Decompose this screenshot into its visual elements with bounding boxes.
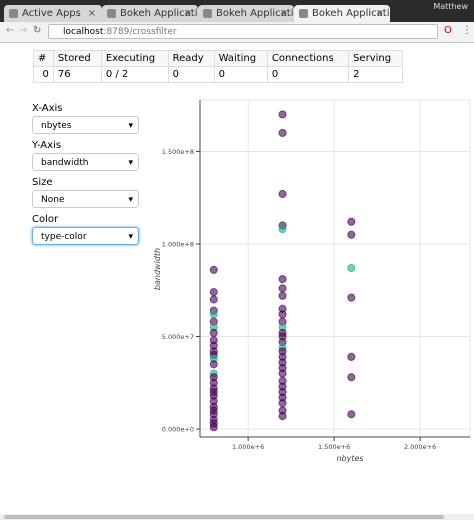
point — [278, 369, 287, 378]
point — [278, 411, 287, 421]
x-axis-label: nbytes — [336, 454, 363, 463]
point — [209, 423, 218, 432]
control-label: Color — [32, 214, 59, 225]
point — [278, 110, 287, 119]
x-tick-label: 2.000e+6 — [404, 443, 436, 451]
point — [347, 293, 356, 302]
address-bar[interactable]: localhost:8789/crossfilter — [48, 24, 438, 39]
table-cell: 0 — [213, 66, 268, 83]
header-cell: Stored — [52, 50, 102, 67]
select[interactable]: None — [32, 190, 139, 209]
table-cell: 2 — [348, 66, 403, 83]
point — [278, 275, 287, 284]
point — [209, 360, 218, 369]
header-cell: Connections — [266, 50, 350, 67]
header-cell: Ready — [167, 50, 215, 67]
header-cell: Serving — [348, 50, 403, 67]
tab-strip: Active Apps × Bokeh Applicati × Bokeh Appl… — [0, 0, 474, 22]
y-tick-label: 1.500e+8 — [162, 148, 194, 156]
header-cell: Waiting — [213, 50, 268, 67]
point — [347, 263, 356, 273]
y-tick-label: 5.000e+7 — [162, 333, 194, 341]
tab[interactable]: Active Apps × — [4, 5, 102, 22]
y-axis-label: bandwidth — [153, 248, 162, 290]
table-cell: 76 — [52, 66, 102, 83]
x-tick-label: 1.500e+6 — [318, 443, 350, 451]
point — [278, 128, 287, 138]
point — [209, 328, 218, 337]
select[interactable]: nbytes — [32, 116, 139, 135]
tab-title: Bokeh Applicati — [120, 8, 198, 19]
point — [209, 295, 218, 304]
table-cell: 0 — [33, 66, 54, 83]
point — [278, 284, 287, 293]
scatter-chart: nbytes bandwidth 0.000e+0 5.000e+7 1.000e+… — [153, 99, 471, 463]
control-label: Y-Axis — [32, 140, 62, 151]
point — [347, 230, 356, 239]
table-cell: 0 / 2 — [100, 66, 169, 83]
point — [347, 410, 356, 419]
reload-button[interactable]: ↻ — [33, 25, 42, 36]
select[interactable]: bandwidth — [32, 153, 139, 172]
plot-area — [199, 99, 471, 438]
profile-name[interactable]: Matthew — [433, 2, 468, 11]
table-cell: 0 — [266, 66, 350, 83]
select[interactable]: type-color — [32, 227, 139, 246]
control-label: X-Axis — [32, 103, 63, 114]
y-tick-label: 0.000e+0 — [162, 426, 194, 434]
tab-title: Active Apps — [22, 8, 81, 19]
tab[interactable]: Bokeh Applicati × — [102, 5, 198, 22]
y-tick-label: 1.000e+8 — [162, 240, 194, 248]
tab[interactable]: Bokeh Applicati × — [198, 5, 294, 22]
header-row: # Stored Executing Ready Waiting Connections S… — [33, 50, 403, 67]
point — [278, 310, 287, 319]
tab[interactable]: Bokeh Applicati × — [294, 5, 390, 22]
x-tick-label: 1.000e+6 — [232, 443, 264, 451]
scrollbar-track — [0, 514, 474, 520]
point — [278, 291, 287, 300]
point — [209, 287, 218, 297]
status-table: # Stored Executing Ready Waiting Connections S… — [33, 50, 403, 83]
tab-title: Bokeh Applicati — [312, 8, 390, 19]
tab-title: Bokeh Applicati — [216, 8, 294, 19]
point — [347, 217, 356, 226]
point — [347, 373, 356, 382]
header-cell: # — [33, 50, 54, 67]
point — [278, 189, 287, 199]
point — [347, 352, 356, 361]
point — [278, 399, 287, 408]
url-path: :8789/crossfilter — [103, 27, 177, 37]
menu-button[interactable]: ⋮ — [462, 25, 472, 36]
control-label: Size — [32, 177, 53, 188]
url-host: localhost — [63, 27, 104, 37]
forward-button[interactable]: → — [19, 25, 28, 36]
extension-icon[interactable]: O — [444, 25, 452, 36]
table-cell: 0 — [167, 66, 215, 83]
point — [278, 225, 287, 234]
back-button[interactable]: ← — [6, 25, 15, 36]
point — [209, 310, 218, 319]
header-cell: Executing — [100, 50, 169, 67]
scrollbar-thumb[interactable] — [4, 515, 444, 519]
point — [209, 265, 218, 274]
